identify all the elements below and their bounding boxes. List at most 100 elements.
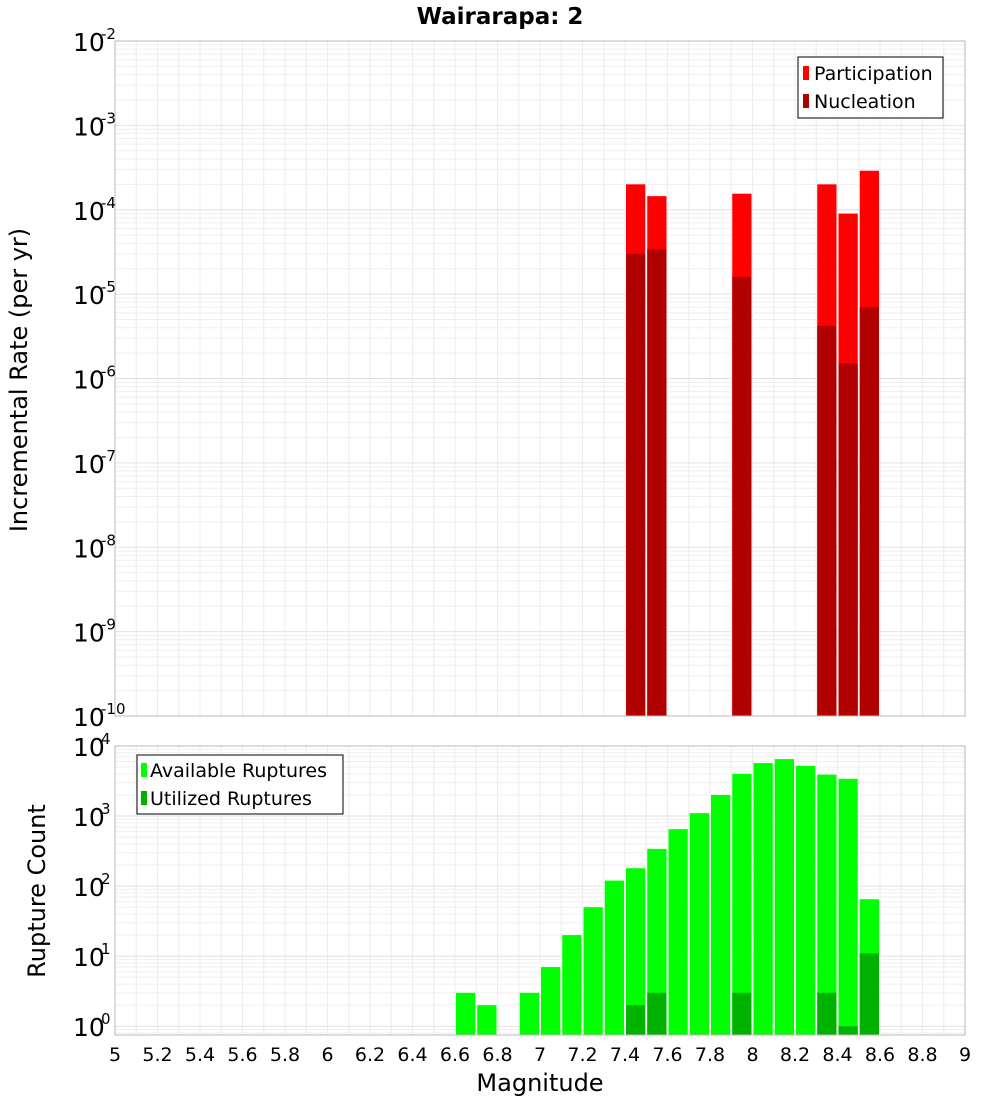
x-tick-label: 5 (109, 1044, 121, 1066)
top-bar-series2 (647, 249, 667, 716)
top-panel: 10-210-310-410-510-610-710-810-910-10 In… (5, 25, 966, 732)
top-plot-frame (114, 40, 966, 717)
legend-swatch-utilized (141, 791, 147, 805)
top-ytick-base: 10 (73, 450, 105, 479)
x-tick-label: 6.8 (482, 1044, 512, 1066)
x-tick-label: 7.4 (610, 1044, 640, 1066)
top-ytick-base: 10 (73, 703, 105, 732)
legend-swatch-participation (803, 66, 809, 80)
bottom-bar-series1 (732, 773, 752, 1035)
top-ytick-base: 10 (73, 534, 105, 563)
x-tick-label: 6.2 (355, 1044, 385, 1066)
top-ytick-base: 10 (73, 197, 105, 226)
top-ytick-exponent: -6 (101, 363, 116, 381)
x-tick-label: 5.4 (185, 1044, 215, 1066)
bottom-ytick-base: 10 (73, 803, 105, 832)
bottom-ytick-base: 10 (73, 1013, 105, 1042)
top-legend: Participation Nucleation (797, 56, 944, 119)
bottom-bar-series1 (689, 813, 709, 1035)
x-tick-label: 8.6 (865, 1044, 895, 1066)
bottom-ytick-exponent: 0 (101, 1010, 111, 1028)
top-ytick-exponent: -2 (101, 25, 116, 43)
bottom-bar-series1 (796, 765, 816, 1035)
bottom-ytick-exponent: 4 (101, 730, 111, 748)
top-y-ticks: 10-210-310-410-510-610-710-810-910-10 (73, 25, 126, 732)
top-y-axis-label: Incremental Rate (per yr) (5, 228, 33, 532)
top-ytick-base: 10 (73, 619, 105, 648)
legend-swatch-nucleation (803, 94, 809, 108)
top-ytick-exponent: -7 (101, 447, 116, 465)
x-tick-label: 8.8 (907, 1044, 937, 1066)
bottom-ytick-base: 10 (73, 873, 105, 902)
legend-label-nucleation: Nucleation (814, 91, 916, 113)
x-tick-label: 9 (959, 1044, 971, 1066)
bottom-bar-series1 (817, 774, 837, 1035)
x-tick-label: 8.4 (822, 1044, 852, 1066)
bottom-bar-series1 (774, 759, 794, 1035)
bottom-bar-series1 (562, 935, 582, 1035)
top-gridlines (114, 41, 966, 717)
chart-title: Wairarapa: 2 (417, 4, 584, 30)
bottom-bar-series2 (859, 953, 879, 1035)
x-tick-label: 5.8 (270, 1044, 300, 1066)
top-bar-series2 (732, 276, 752, 716)
legend-label-participation: Participation (814, 63, 933, 85)
x-tick-label: 5.6 (227, 1044, 257, 1066)
bottom-bar-series1 (668, 829, 688, 1035)
x-tick-label: 6.4 (397, 1044, 427, 1066)
bottom-bar-series1 (541, 967, 561, 1035)
x-tick-label: 7.8 (695, 1044, 725, 1066)
x-tick-label: 5.2 (142, 1044, 172, 1066)
bottom-bar-series1 (711, 794, 731, 1035)
bottom-ytick-exponent: 2 (101, 870, 111, 888)
bottom-bar-series1 (477, 1005, 497, 1035)
bottom-bar-series2 (838, 1026, 858, 1035)
legend-swatch-available (141, 763, 147, 777)
top-ytick-exponent: -10 (101, 700, 126, 718)
bottom-bar-series1 (838, 778, 858, 1035)
top-ytick-exponent: -3 (101, 109, 116, 127)
bottom-bar-series1 (456, 992, 476, 1035)
top-bar-series2 (859, 307, 879, 716)
bottom-legend-box (136, 754, 344, 815)
top-ytick-base: 10 (73, 281, 105, 310)
bottom-legend: Available Ruptures Utilized Ruptures (136, 754, 344, 815)
bottom-bars (456, 759, 879, 1035)
bottom-ytick-exponent: 3 (101, 800, 111, 818)
legend-label-available: Available Ruptures (150, 760, 327, 782)
x-tick-label: 6.6 (440, 1044, 470, 1066)
x-tick-label: 7 (534, 1044, 546, 1066)
top-ytick-base: 10 (73, 112, 105, 141)
x-axis-label: Magnitude (476, 1069, 603, 1097)
x-ticks: 5 5.2 5.4 5.6 5.8 6 6.2 6.4 6.6 6.8 7 7.2 7.4 7.6 7.8 8… (109, 1044, 971, 1066)
top-bars (626, 170, 879, 717)
bottom-bar-series1 (604, 880, 624, 1035)
bottom-bar-series2 (817, 992, 837, 1035)
bottom-ytick-base: 10 (73, 943, 105, 972)
top-bar-series2 (626, 253, 646, 716)
top-ytick-base: 10 (73, 366, 105, 395)
top-ytick-exponent: -4 (101, 194, 116, 212)
top-ytick-exponent: -5 (101, 278, 116, 296)
top-ytick-exponent: -8 (101, 531, 116, 549)
bottom-bar-series1 (626, 868, 646, 1035)
bottom-plot-frame (114, 745, 966, 1036)
bottom-ytick-exponent: 1 (101, 940, 111, 958)
legend-label-utilized: Utilized Ruptures (150, 788, 312, 810)
top-ytick-exponent: -9 (101, 616, 116, 634)
top-ytick-base: 10 (73, 28, 105, 57)
top-bar-series2 (838, 363, 858, 716)
x-tick-label: 6 (321, 1044, 333, 1066)
bottom-bar-series1 (583, 907, 603, 1035)
bottom-ytick-base: 10 (73, 733, 105, 762)
bottom-bar-series2 (647, 992, 667, 1035)
top-bar-series2 (817, 325, 837, 716)
bottom-bar-series1 (519, 992, 539, 1035)
x-tick-label: 7.2 (567, 1044, 597, 1066)
x-tick-label: 8 (746, 1044, 758, 1066)
bottom-y-axis-label: Rupture Count (23, 804, 51, 978)
x-tick-label: 8.2 (780, 1044, 810, 1066)
bottom-bar-series1 (647, 848, 667, 1035)
